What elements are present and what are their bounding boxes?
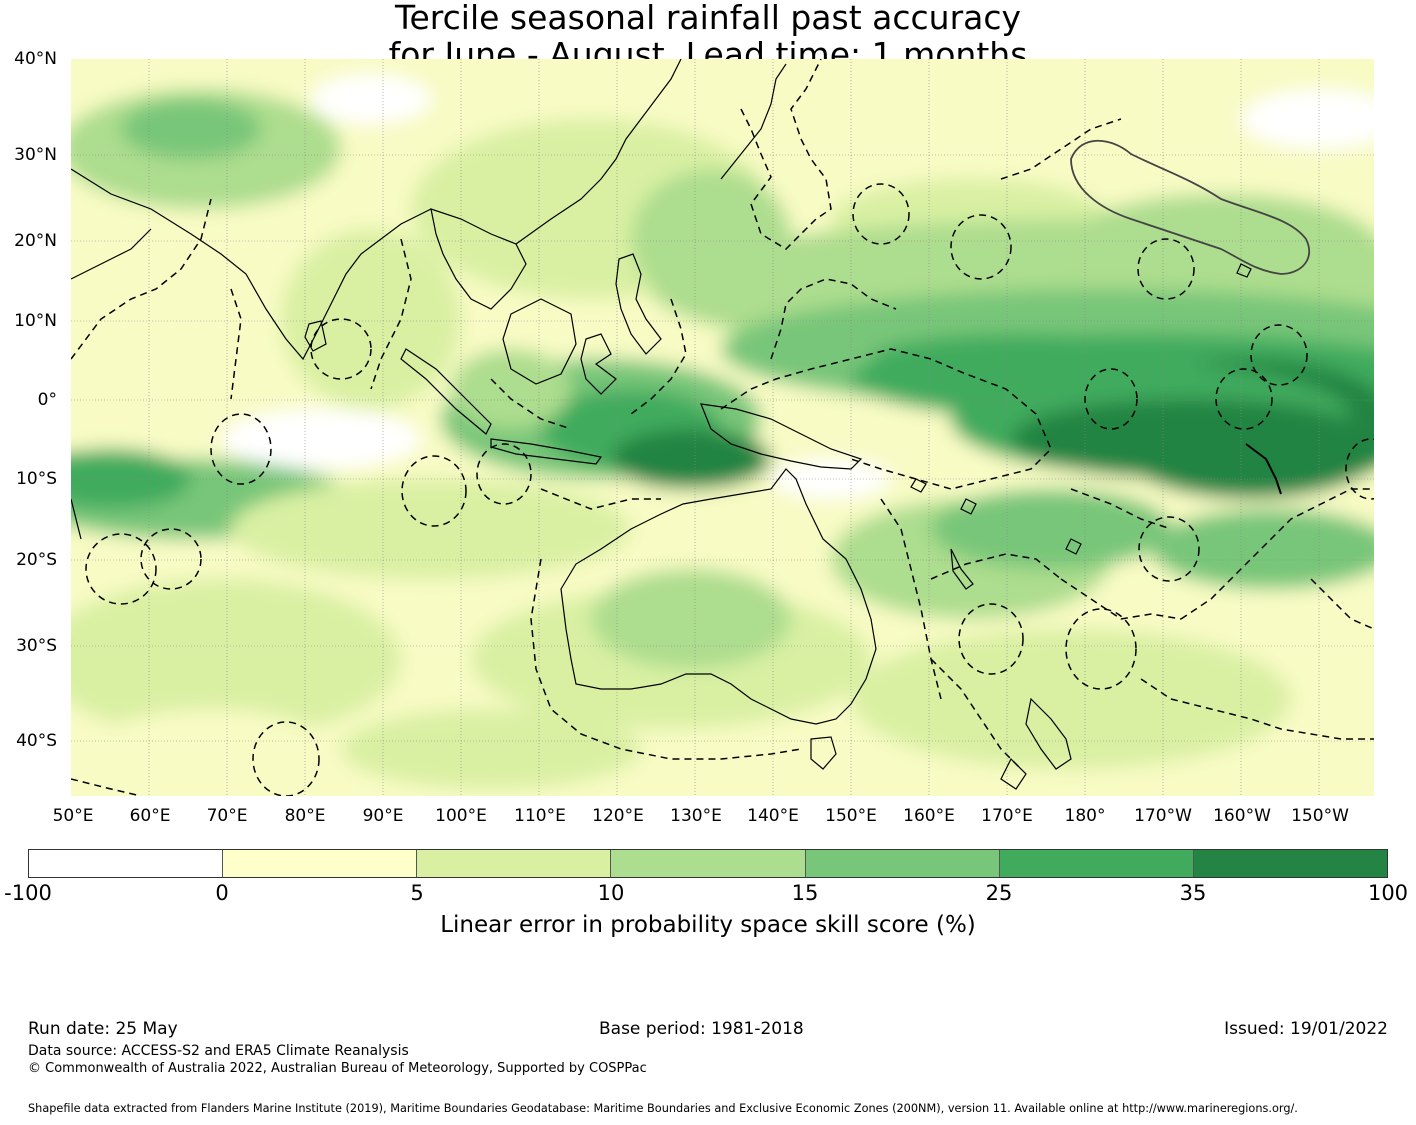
colorbar-label: Linear error in probability space skill … [440, 912, 976, 938]
copyright: © Commonwealth of Australia 2022, Austra… [28, 1061, 647, 1076]
lat-label-equator: 0° [37, 390, 57, 410]
lon-label-50e: 50°E [52, 806, 94, 826]
colorbar-segment-1 [29, 850, 224, 877]
lat-label-10s: 10°S [16, 469, 57, 489]
skill-field [71, 59, 1374, 796]
lon-label-120e: 120°E [592, 806, 644, 826]
lat-label-40n: 40°N [14, 49, 57, 69]
colorbar-segment-7 [1193, 850, 1387, 877]
colorbar-tick: 35 [1179, 881, 1207, 905]
boundary-segment [1245, 443, 1282, 495]
lon-label-140e: 140°E [747, 806, 799, 826]
colorbar-tick: 100 [1367, 881, 1409, 905]
lon-label-130e: 130°E [670, 806, 722, 826]
graticule [71, 59, 1374, 796]
lon-label-150e: 150°E [825, 806, 877, 826]
colorbar-tick: 5 [410, 881, 424, 905]
hawaii-outline [1070, 139, 1311, 275]
skill-score-map [71, 59, 1374, 796]
shapefile-credit: Shapefile data extracted from Flanders M… [28, 1102, 1298, 1115]
lon-label-160w: 160°W [1213, 806, 1271, 826]
colorbar-segment-4 [611, 850, 806, 877]
run-date: Run date: 25 May [28, 1019, 178, 1039]
data-source: Data source: ACCESS-S2 and ERA5 Climate … [28, 1043, 409, 1059]
lon-label-180: 180° [1064, 806, 1106, 826]
lon-label-170w: 170°W [1134, 806, 1192, 826]
colorbar-tick: 0 [215, 881, 229, 905]
lon-label-100e: 100°E [435, 806, 487, 826]
colorbar-tick: 10 [597, 881, 625, 905]
lat-label-30s: 30°S [16, 636, 57, 656]
map-title-line-1: Tercile seasonal rainfall past accuracy [394, 0, 1022, 37]
base-period: Base period: 1981-2018 [599, 1019, 804, 1039]
lon-label-80e: 80°E [284, 806, 326, 826]
eez-boundaries [71, 59, 1374, 796]
lon-label-90e: 90°E [362, 806, 404, 826]
lat-label-10n: 10°N [14, 311, 57, 331]
lat-label-30n: 30°N [14, 145, 57, 165]
colorbar-tick: 25 [985, 881, 1013, 905]
lon-label-160e: 160°E [903, 806, 955, 826]
colorbar-tick: 15 [791, 881, 819, 905]
lon-label-60e: 60°E [129, 806, 171, 826]
lat-label-20s: 20°S [16, 550, 57, 570]
colorbar-segment-2 [223, 850, 418, 877]
lon-label-70e: 70°E [206, 806, 248, 826]
colorbar-segment-3 [417, 850, 612, 877]
coastlines [71, 59, 1252, 790]
lon-label-150w: 150°W [1291, 806, 1349, 826]
colorbar-segment-6 [999, 850, 1194, 877]
lon-label-170e: 170°E [981, 806, 1033, 826]
lat-label-40s: 40°S [16, 731, 57, 751]
colorbar [28, 849, 1388, 878]
colorbar-tick: -100 [4, 881, 52, 905]
issued-date: Issued: 19/01/2022 [1224, 1019, 1388, 1039]
lat-label-20n: 20°N [14, 231, 57, 251]
colorbar-segment-5 [805, 850, 1000, 877]
lon-label-110e: 110°E [514, 806, 566, 826]
